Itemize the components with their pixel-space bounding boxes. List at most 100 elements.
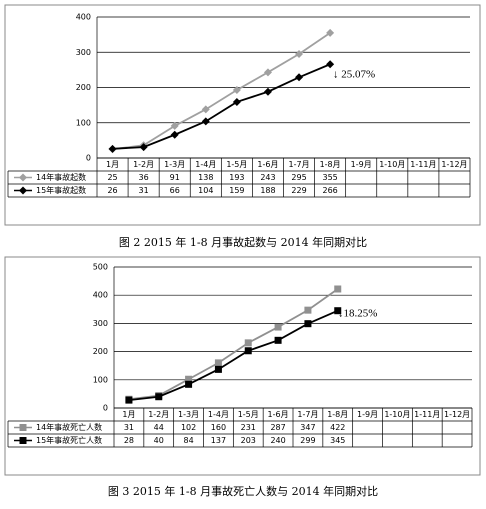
y-tick-label: 100: [76, 118, 91, 127]
table-value: 355: [322, 173, 337, 182]
marker: [170, 130, 179, 139]
table-value: 231: [241, 423, 256, 432]
marker: [214, 359, 222, 367]
table-value: 188: [260, 186, 275, 195]
table-value: 266: [322, 186, 337, 195]
x-tick-label: 1-2月: [133, 160, 154, 169]
marker: [108, 144, 117, 153]
legend-label: 15年事故死亡人数: [36, 435, 102, 445]
table-value: 137: [211, 436, 226, 445]
table-value: 104: [198, 186, 213, 195]
annotation: ↓ 25.07%: [333, 69, 375, 81]
table-value: 31: [124, 423, 134, 432]
table-value: 287: [270, 423, 285, 432]
marker: [125, 396, 133, 404]
x-tick-label: 1-5月: [238, 410, 259, 419]
table-value: 84: [183, 436, 193, 445]
x-tick-label: 1-4月: [208, 410, 229, 419]
y-tick-label: 0: [103, 404, 108, 413]
series-line: [128, 288, 339, 401]
marker: [334, 285, 342, 293]
x-tick-label: 1-7月: [297, 410, 318, 419]
marker: [304, 306, 312, 314]
marker: [185, 375, 193, 383]
marker: [201, 105, 210, 114]
x-tick-label: 1-2月: [148, 410, 169, 419]
caption: 图 3 2015 年 1-8 月事故死亡人数与 2014 年同期对比: [108, 484, 378, 498]
y-tick-label: 300: [76, 48, 91, 57]
marker: [244, 347, 252, 355]
marker: [139, 143, 148, 152]
marker: [295, 73, 304, 82]
y-tick-label: 300: [93, 319, 108, 328]
table-value: 347: [300, 423, 315, 432]
table-value: 229: [291, 186, 306, 195]
table-value: 36: [139, 173, 149, 182]
x-tick-label: 1-6月: [268, 410, 289, 419]
table-value: 240: [270, 436, 285, 445]
x-tick-label: 1-12月: [441, 160, 467, 169]
x-tick-label: 1月: [122, 410, 135, 419]
table-value: 295: [291, 173, 306, 182]
x-tick-label: 1-10月: [384, 410, 410, 419]
table-value: 40: [154, 436, 164, 445]
annotation: ↓18.25%: [338, 308, 377, 320]
marker: [155, 393, 163, 401]
x-tick-label: 1-5月: [226, 160, 247, 169]
x-tick-label: 1-8月: [320, 160, 341, 169]
legend-marker: [19, 173, 27, 182]
series-line: [112, 63, 331, 150]
y-tick-label: 500: [93, 263, 108, 272]
marker: [326, 60, 335, 69]
legend-label: 14年事故起数: [36, 172, 86, 182]
marker: [304, 320, 312, 328]
table-value: 159: [229, 186, 244, 195]
legend-marker: [19, 437, 27, 444]
y-tick-label: 0: [86, 154, 91, 163]
table-value: 345: [330, 436, 345, 445]
marker: [326, 28, 335, 37]
series-line: [128, 309, 339, 401]
x-tick-label: 1-12月: [444, 410, 470, 419]
marker: [274, 323, 282, 331]
table-value: 138: [198, 173, 213, 182]
marker: [334, 307, 342, 315]
y-tick-label: 200: [76, 83, 91, 92]
chart-border: [4, 256, 481, 476]
marker: [185, 380, 193, 388]
y-tick-label: 100: [93, 375, 108, 384]
marker: [214, 365, 222, 373]
marker: [201, 117, 210, 126]
table-value: 28: [124, 436, 134, 445]
x-tick-label: 1-6月: [257, 160, 278, 169]
table-value: 243: [260, 173, 275, 182]
series-line: [112, 32, 331, 151]
marker: [170, 121, 179, 130]
legend-marker: [19, 424, 27, 431]
legend-marker: [19, 186, 27, 195]
y-tick-label: 400: [76, 13, 91, 22]
x-tick-label: 1-8月: [327, 410, 348, 419]
x-tick-label: 1-9月: [357, 410, 378, 419]
legend-label: 14年事故死亡人数: [36, 422, 102, 432]
marker: [232, 97, 241, 106]
y-tick-label: 200: [93, 347, 108, 356]
table-value: 102: [181, 423, 196, 432]
marker: [295, 50, 304, 59]
x-tick-label: 1-10月: [379, 160, 405, 169]
x-tick-label: 1-7月: [289, 160, 310, 169]
x-tick-label: 1-11月: [414, 410, 440, 419]
marker: [232, 85, 241, 94]
table-value: 422: [330, 423, 345, 432]
marker: [263, 68, 272, 77]
x-tick-label: 1-3月: [164, 160, 185, 169]
table-value: 299: [300, 436, 315, 445]
marker: [274, 336, 282, 344]
table-value: 25: [107, 173, 117, 182]
y-tick-label: 400: [93, 291, 108, 300]
table-value: 44: [154, 423, 164, 432]
x-tick-label: 1-9月: [351, 160, 372, 169]
table-value: 193: [229, 173, 244, 182]
x-tick-label: 1月: [106, 160, 119, 169]
